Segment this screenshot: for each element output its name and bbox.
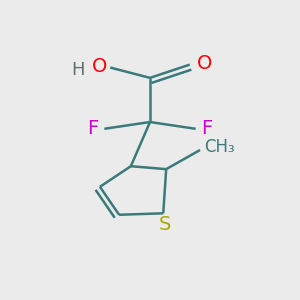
Text: S: S bbox=[158, 215, 171, 234]
Text: F: F bbox=[87, 119, 98, 138]
Text: H: H bbox=[72, 61, 85, 80]
Text: F: F bbox=[202, 119, 213, 138]
Text: O: O bbox=[197, 54, 212, 73]
Text: CH₃: CH₃ bbox=[205, 138, 235, 156]
Text: O: O bbox=[92, 58, 107, 76]
